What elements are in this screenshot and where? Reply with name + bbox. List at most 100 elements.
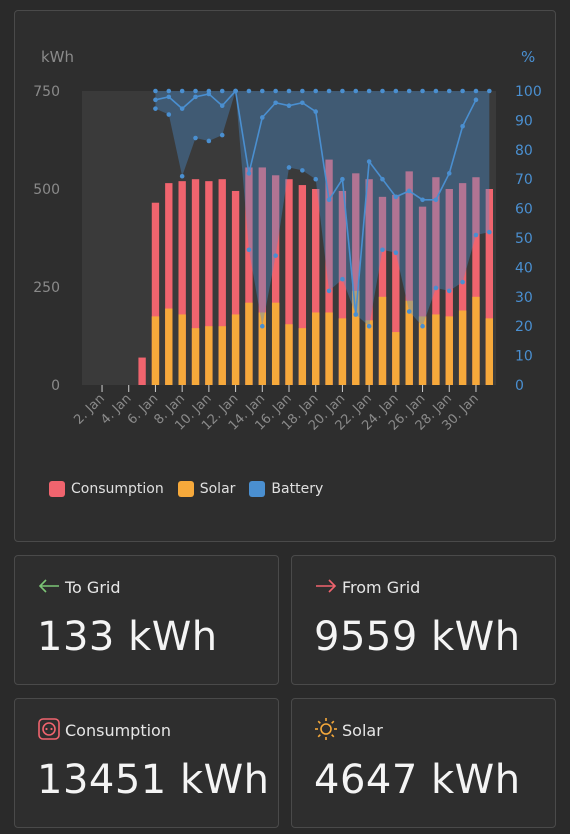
battery-avg-point — [380, 176, 385, 182]
solar-bar — [165, 308, 173, 385]
consumption-bar — [325, 159, 333, 385]
battery-min-point — [179, 173, 185, 179]
battery-max-point — [273, 88, 278, 94]
y-left-tick: 250 — [33, 280, 60, 296]
y-right-tick: 30 — [515, 290, 533, 306]
consumption-bar — [218, 179, 226, 385]
battery-min-point — [420, 323, 425, 329]
battery-min-point — [326, 288, 332, 294]
solar-bar — [258, 312, 266, 385]
battery-avg-point — [340, 176, 345, 182]
consumption-bar — [485, 189, 493, 385]
consumption-bar — [191, 179, 200, 385]
consumption-bar — [245, 167, 253, 385]
solar-label: Solar — [342, 721, 383, 740]
solar-bar — [245, 302, 253, 385]
consumption-card: Consumption 13451 kWh — [14, 698, 279, 828]
legend-consumption[interactable]: Consumption — [49, 481, 164, 497]
battery-avg-point — [179, 106, 185, 111]
legend-consumption-label: Consumption — [71, 481, 164, 497]
solar-bar — [432, 314, 440, 385]
solar-bar — [485, 318, 493, 385]
solar-bar — [298, 328, 307, 385]
battery-max-point — [433, 88, 439, 94]
y-right-tick: 80 — [515, 143, 533, 159]
consumption-bar — [312, 189, 320, 385]
battery-min-point — [460, 279, 465, 285]
battery-avg-point — [473, 97, 479, 103]
battery-max-point — [353, 88, 359, 94]
battery-min-point — [259, 323, 265, 329]
y-right-tick: 40 — [515, 260, 533, 276]
consumption-bar — [405, 171, 413, 385]
from-grid-value: 9559 kWh — [314, 614, 521, 660]
legend-solar[interactable]: Solar — [177, 481, 235, 497]
y-right-tick: 90 — [515, 113, 533, 129]
solar-bar — [231, 314, 240, 385]
battery-min-point — [153, 106, 158, 111]
sun-icon — [315, 718, 337, 740]
solar-bar — [338, 318, 347, 385]
to-grid-card: To Grid 133 kWh — [14, 555, 279, 685]
y-left-unit: kWh — [41, 48, 74, 66]
battery-avg-point — [166, 94, 172, 100]
y-right-tick: 10 — [515, 349, 533, 365]
battery-min-point — [433, 285, 439, 291]
y-right-tick: 60 — [515, 202, 533, 218]
battery-max-point — [286, 88, 292, 94]
battery-min-point — [273, 253, 278, 258]
battery-avg-point — [460, 123, 465, 129]
battery-max-point — [166, 88, 172, 94]
legend-battery[interactable]: Battery — [249, 481, 323, 497]
y-right-tick: 70 — [515, 172, 533, 188]
battery-max-point — [487, 88, 492, 94]
battery-avg-point — [313, 109, 319, 114]
battery-max-point — [179, 88, 185, 94]
solar-bar — [325, 312, 333, 385]
consumption-bar — [258, 167, 266, 385]
solar-bar — [205, 326, 213, 385]
battery-avg-point — [300, 100, 305, 106]
consumption-swatch — [49, 481, 65, 497]
y-left-tick: 750 — [33, 84, 60, 100]
battery-min-point — [246, 247, 252, 253]
battery-min-point — [487, 229, 492, 235]
solar-bar — [405, 300, 413, 385]
consumption-bar — [285, 179, 293, 385]
battery-avg-point — [366, 159, 372, 164]
battery-avg-point — [406, 188, 412, 194]
consumption-bar — [352, 173, 360, 385]
battery-max-point — [473, 88, 479, 94]
solar-bar — [312, 312, 320, 385]
solar-swatch — [177, 481, 194, 497]
battery-avg-point — [219, 103, 225, 108]
battery-avg-point — [446, 171, 452, 176]
solar-bar — [365, 320, 373, 385]
consumption-bar — [138, 357, 146, 385]
to-grid-label: To Grid — [65, 578, 121, 597]
y-right-tick: 100 — [515, 84, 542, 100]
battery-max-point — [153, 88, 158, 94]
consumption-bar — [432, 177, 440, 385]
battery-max-point — [246, 88, 252, 94]
battery-min-point — [406, 309, 412, 314]
battery-avg-point — [193, 94, 198, 100]
solar-bar — [458, 310, 467, 385]
solar-bar — [392, 332, 400, 385]
solar-value: 4647 kWh — [314, 757, 521, 803]
y-right-unit: % — [521, 48, 535, 66]
consumption-bar — [151, 202, 160, 385]
battery-avg-point — [286, 103, 292, 108]
battery-avg-point — [433, 197, 439, 203]
consumption-bar — [392, 194, 400, 385]
battery-max-point — [193, 88, 198, 94]
battery-min-point — [313, 176, 319, 182]
battery-avg-point — [353, 312, 359, 317]
battery-min-point — [446, 288, 452, 294]
solar-bar — [178, 314, 186, 385]
battery-min-point — [393, 250, 399, 255]
solar-bar — [472, 296, 480, 385]
solar-bar — [151, 316, 160, 385]
solar-bar — [418, 316, 427, 385]
